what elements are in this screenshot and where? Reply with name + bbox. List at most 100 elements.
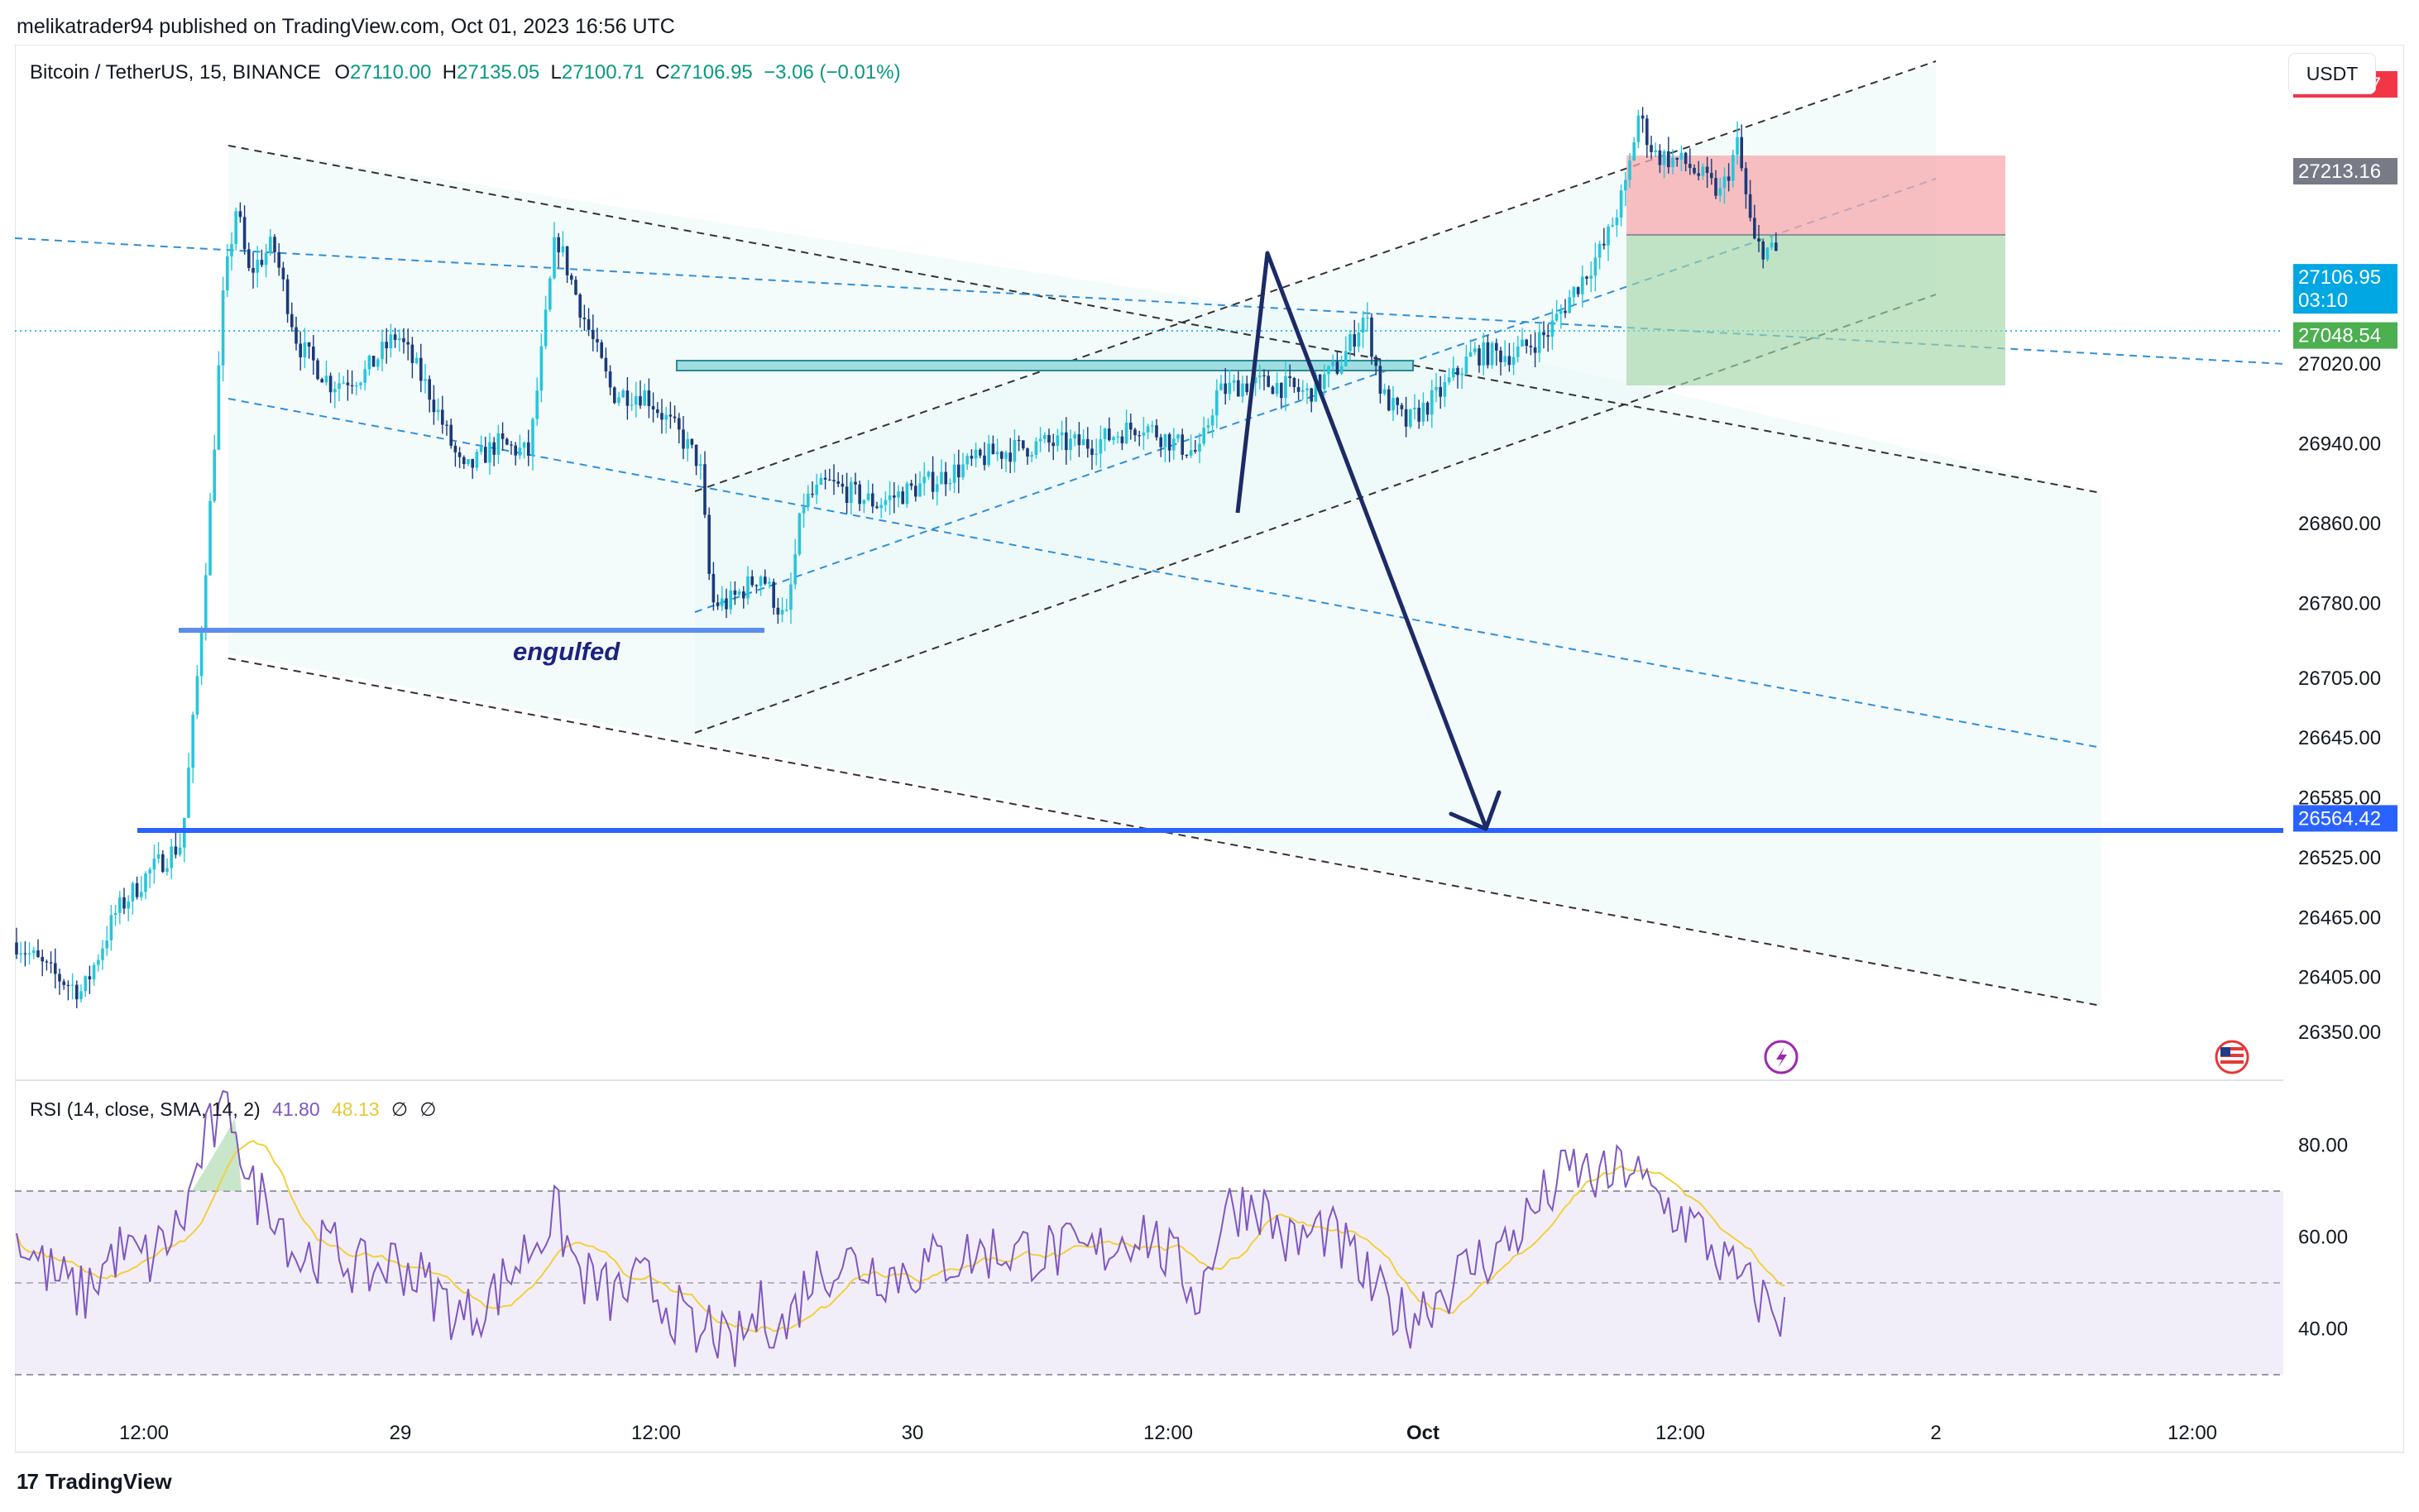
candle-body [1645,118,1649,146]
candle-body [592,329,595,339]
candle-body [1146,426,1150,433]
candle-body [501,433,505,439]
rsi-label[interactable]: RSI (14, close, SMA, 14, 2) [30,1098,261,1120]
candle-body [1323,374,1326,390]
lightning-event-icon[interactable] [1764,1040,1799,1074]
candle-body [1732,155,1735,181]
rsi-line [16,1089,1786,1367]
candle-body [1228,382,1232,395]
candle-body [578,294,582,318]
asc-channel-upper[interactable] [694,60,1937,492]
candle-body [432,400,436,413]
candle-body [453,445,457,452]
us-flag-event-icon[interactable] [2215,1040,2249,1074]
candle-body [1533,347,1537,353]
candle-body [1486,342,1490,366]
candle-body [570,275,573,280]
candle-body [1628,160,1631,180]
candle-body [1697,173,1700,176]
candle-body [600,342,603,358]
candle-body [1748,194,1752,218]
candle-body [1671,157,1674,168]
candle-body [1417,407,1420,422]
candle-body [1568,297,1571,313]
candle-body [948,482,952,485]
candle-body [70,984,74,986]
candles-group [15,107,1778,1009]
candle-body [1210,415,1214,426]
candle-body [204,575,208,629]
rsi-legend[interactable]: RSI (14, close, SMA, 14, 2) 41.80 48.13 … [30,1098,436,1121]
resistance-zone[interactable] [676,360,1414,371]
candle-body [1439,386,1442,397]
candle-body [1176,434,1180,439]
symbol-legend[interactable]: Bitcoin / TetherUS, 15, BINANCE O27110.0… [30,61,901,84]
candle-body [174,846,178,855]
candle-body [1714,178,1717,196]
candle-body [1099,438,1103,454]
candle-body [1456,367,1459,376]
candle-body [522,442,526,448]
candle-body [363,369,366,383]
tradingview-brand: TradingView [45,1469,172,1494]
candle-body [1004,452,1008,459]
candle-body [410,344,414,363]
candle-body [1065,432,1068,451]
candle-body [1554,313,1559,321]
last-price-badge[interactable] [2293,264,2397,314]
candle-body [561,246,565,253]
candle-body [1353,334,1356,347]
candle-body [1636,115,1641,142]
price-tick-label: 27020.00 [2298,353,2381,376]
candle-body [118,897,122,913]
candle-body [1775,242,1778,251]
candle-body [230,244,233,256]
candle-body [496,433,501,455]
candle-body [914,486,917,497]
rsi-na-1: ∅ [390,1098,409,1120]
candle-body [1597,243,1602,258]
candle-body [1396,397,1399,405]
candle-body [987,443,990,466]
candle-body [1090,448,1094,455]
candle-body [1460,373,1463,376]
candle-body [703,464,707,515]
price-tick-label: 26465.00 [2298,907,2381,929]
candle-body [475,452,479,468]
candle-body [1387,389,1391,411]
candle-body [324,376,328,383]
candle-body [1607,226,1610,246]
candle-body [208,500,212,576]
take-profit-badge[interactable] [2293,322,2397,349]
candle-body [226,256,229,291]
candle-body [1658,150,1662,165]
symbol-name[interactable]: Bitcoin / TetherUS, 15, BINANCE [30,61,321,84]
candle-body [574,280,577,295]
currency-button[interactable]: USDT [2288,53,2376,94]
candle-body [1073,434,1076,439]
candle-body [398,338,401,341]
candle-body [1447,377,1451,382]
candle-body [721,598,724,606]
candle-body [1017,439,1021,442]
candle-body [1452,367,1455,378]
candle-body [27,953,31,955]
stop-loss-zone[interactable] [1626,156,2005,235]
candle-body [1151,425,1154,427]
tradingview-logo[interactable]: 17 TradingView [17,1469,172,1495]
projection-path[interactable] [1235,251,1488,828]
candle-body [445,424,448,426]
asc-channel-mid[interactable] [694,178,1937,613]
candle-body [936,484,939,492]
candle-body [152,859,156,870]
entry-badge[interactable] [2293,158,2397,185]
candle-body [312,347,315,361]
candle-body [836,481,840,484]
candle-body [1202,428,1205,444]
candle-body [888,495,892,500]
support-badge[interactable] [2293,805,2397,832]
take-profit-zone[interactable] [1626,235,2005,385]
candle-body [1103,428,1107,439]
candle-body [1292,378,1296,388]
